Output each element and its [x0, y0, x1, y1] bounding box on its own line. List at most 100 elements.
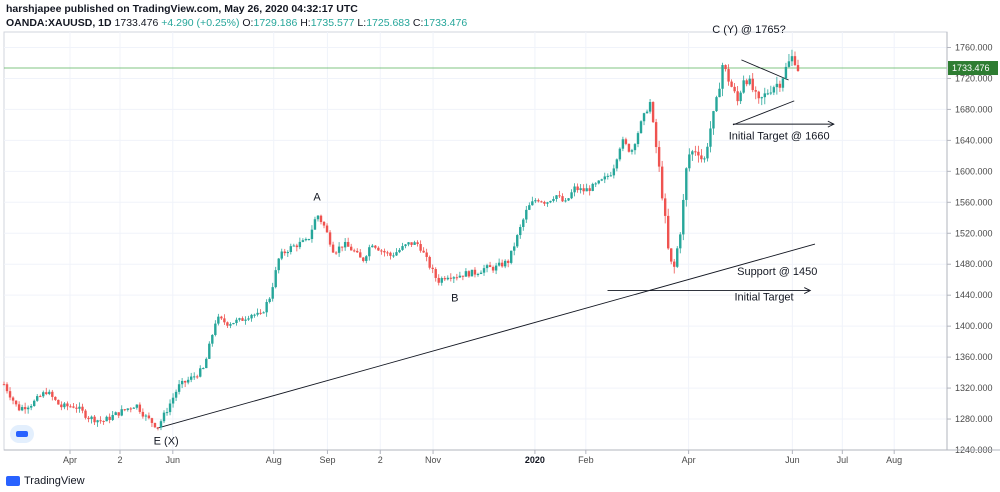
candle-body [594, 183, 597, 185]
candle [570, 189, 573, 200]
footer-logo-text: TradingView [24, 475, 85, 487]
candle [114, 411, 117, 416]
candle [534, 198, 537, 204]
candle [380, 249, 383, 255]
candle [682, 193, 685, 241]
candle [105, 415, 108, 422]
candle-body [129, 408, 132, 410]
candle [362, 256, 365, 263]
x-tick-label: 2 [378, 455, 383, 465]
candle-body [648, 102, 652, 112]
candle-body [192, 376, 196, 378]
candle-body [51, 391, 54, 397]
candle [467, 270, 471, 278]
candle-body [579, 188, 582, 191]
candle-body [751, 78, 754, 91]
candle-body [721, 65, 724, 89]
candle [289, 243, 293, 255]
candle [769, 85, 773, 96]
plot-frame [3, 31, 948, 451]
candle-body [111, 415, 114, 420]
candle [564, 197, 567, 203]
candle [691, 149, 694, 161]
candle [60, 401, 63, 411]
candle-body [407, 242, 410, 245]
candle-body [84, 410, 87, 418]
candle [624, 137, 628, 146]
candle-body [141, 411, 145, 417]
candle [585, 183, 588, 192]
candle-body [386, 252, 389, 254]
candle [171, 393, 175, 408]
candle [304, 237, 308, 242]
candle [549, 200, 552, 204]
tradingview-logo-icon[interactable] [10, 425, 34, 443]
candle [727, 64, 730, 86]
candle-body [274, 270, 277, 288]
candle-body [39, 396, 42, 398]
candle-body [591, 183, 594, 191]
candle [256, 308, 259, 317]
candle [395, 248, 398, 256]
candle-body [99, 420, 102, 422]
candle-body [301, 240, 305, 242]
candle [235, 317, 238, 326]
author-text: harshjapee published on TradingView.com,… [6, 3, 358, 15]
candle-body [449, 277, 453, 279]
candle-body [506, 260, 510, 263]
candle [26, 405, 30, 414]
candle-body [377, 247, 380, 251]
candle-body [706, 146, 709, 159]
y-tick-label: 1480.000 [955, 259, 993, 269]
candle-body [555, 195, 558, 199]
candle-body [319, 215, 323, 222]
candle-body [654, 122, 658, 148]
candle [404, 243, 407, 249]
candle-body [63, 403, 66, 408]
candle [745, 78, 748, 87]
candle [488, 261, 492, 268]
x-tick-label: Aug [266, 455, 282, 465]
candle [162, 410, 166, 424]
candle-body [609, 175, 613, 177]
candle-body [123, 409, 126, 411]
candle-body [413, 242, 416, 245]
trendline [741, 59, 789, 81]
price-chart[interactable]: C (Y) @ 1765? Initial Target @ 1660 A B Supp… [0, 0, 1000, 470]
candle [428, 255, 431, 270]
candle-body [165, 412, 169, 414]
candle-body [657, 147, 661, 167]
candle [721, 62, 724, 97]
x-tick-label: Jun [166, 455, 181, 465]
candle [292, 243, 296, 247]
candle-body [682, 199, 685, 235]
candle-body [186, 379, 190, 383]
candle-body [114, 412, 117, 416]
candle-body [229, 324, 232, 326]
candle [742, 75, 745, 94]
tradingview-footer-logo[interactable]: TradingView [6, 475, 85, 487]
candle-body [694, 151, 697, 153]
candle-body [177, 384, 181, 392]
candle [331, 241, 335, 253]
candle-body [120, 409, 123, 416]
candle [470, 269, 474, 277]
candle [775, 76, 779, 95]
candle-body [48, 391, 51, 395]
candle [437, 274, 440, 286]
candle-body [745, 80, 748, 85]
candle-body [132, 407, 136, 409]
candle-body [117, 412, 120, 416]
candle-body [784, 66, 788, 79]
candle [340, 246, 344, 252]
candle [591, 182, 594, 192]
candle [159, 419, 163, 431]
candle [99, 416, 102, 424]
y-tick-label: 1720.000 [955, 73, 993, 83]
candle-body [202, 368, 205, 370]
candle-body [368, 247, 371, 257]
candle-body [220, 316, 223, 319]
candle-body [346, 241, 350, 247]
candle [703, 156, 706, 163]
candle-body [337, 246, 341, 253]
